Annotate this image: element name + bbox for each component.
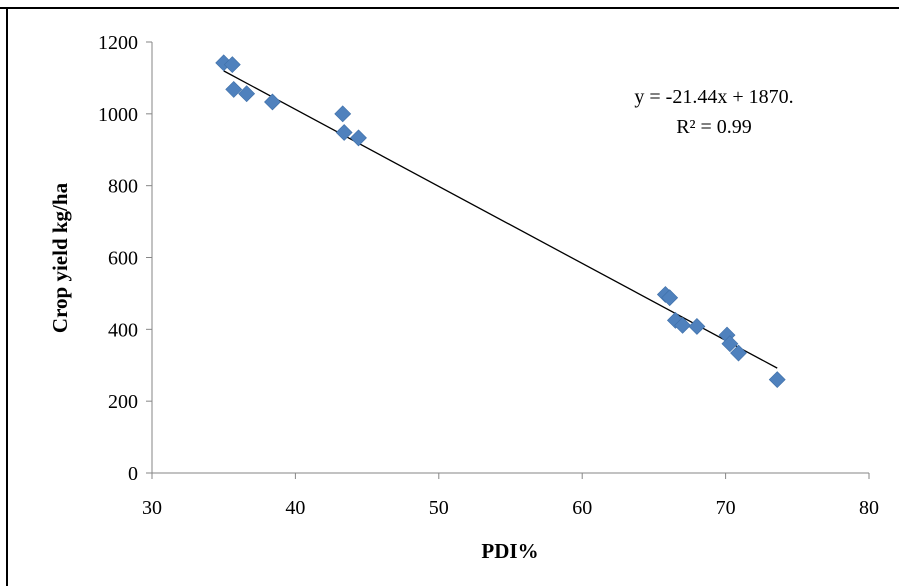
data-point <box>661 289 679 307</box>
data-point <box>674 316 692 334</box>
x-tick-label: 80 <box>859 497 879 519</box>
x-tick-label: 60 <box>572 497 592 519</box>
trendline-group <box>223 70 778 369</box>
data-point <box>334 105 352 123</box>
y-tick-group: 0 200 400 600 800 1000 1200 <box>98 32 152 485</box>
data-points-group <box>215 54 786 389</box>
x-axis-title: PDI% <box>481 539 538 563</box>
x-tick-label: 30 <box>142 497 162 519</box>
trendline <box>223 70 778 369</box>
trendline-r-squared: R² = 0.99 <box>676 116 752 138</box>
data-point <box>721 335 739 353</box>
y-tick-label: 800 <box>108 176 138 198</box>
left-border-line <box>6 7 8 586</box>
data-point <box>768 371 786 389</box>
trendline-equation: y = -21.44x + 1870. <box>634 86 793 108</box>
data-point <box>730 344 747 362</box>
x-tick-group: 30 40 50 60 70 80 <box>142 473 879 519</box>
data-point <box>350 129 367 147</box>
data-point <box>264 93 281 111</box>
y-tick-label: 1000 <box>98 104 138 126</box>
y-axis-title: Crop yield kg/ha <box>48 182 72 333</box>
y-tick-label: 0 <box>128 463 138 485</box>
data-point <box>223 56 241 74</box>
data-point <box>225 80 243 98</box>
data-point <box>238 85 256 103</box>
x-tick-label: 50 <box>429 497 449 519</box>
x-tick-label: 70 <box>716 497 736 519</box>
data-point <box>688 318 706 335</box>
y-tick-label: 1200 <box>98 32 138 54</box>
data-point <box>335 124 353 141</box>
top-border-line <box>0 7 899 9</box>
y-tick-label: 600 <box>108 248 138 270</box>
y-tick-label: 400 <box>108 319 138 341</box>
x-tick-label: 40 <box>285 497 305 519</box>
y-tick-label: 200 <box>108 391 138 413</box>
